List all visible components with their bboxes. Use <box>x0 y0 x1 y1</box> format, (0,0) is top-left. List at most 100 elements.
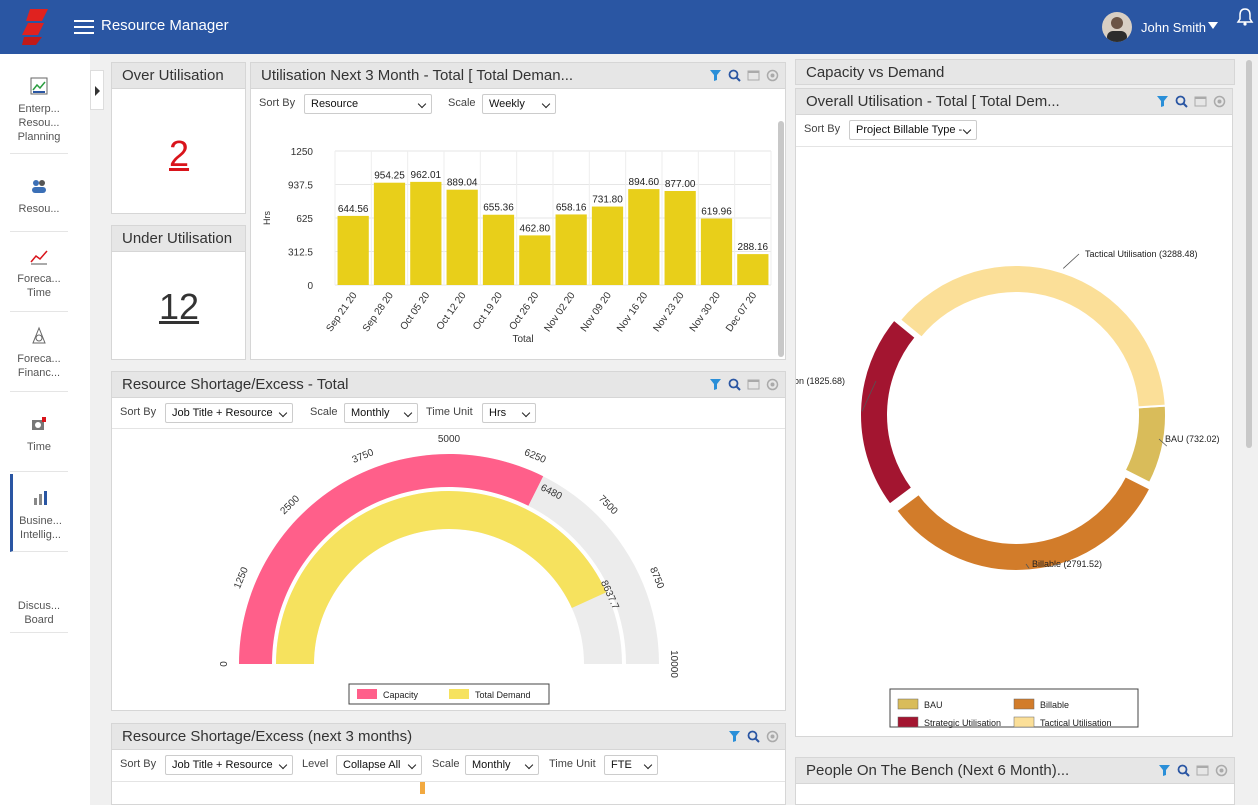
user-menu-caret-icon[interactable] <box>1208 22 1218 29</box>
forecast-time-icon <box>30 250 48 265</box>
people-on-bench-panel: People On The Bench (Next 6 Month)... <box>795 757 1235 805</box>
overall-utilisation-panel: Overall Utilisation - Total [ Total Dem.… <box>795 88 1233 737</box>
time-icon <box>32 417 46 430</box>
sidebar-item-business-intelligence[interactable]: Busine... Intellig... <box>10 474 68 552</box>
sidebar-item-enterprise-planning[interactable]: Enterp... Resou... Planning <box>10 76 68 154</box>
sidebar-item-discussion-board[interactable]: Discus... Board <box>10 599 68 633</box>
sidebar-collapse-toggle[interactable] <box>90 70 104 110</box>
gauge-tick-label: 10000 <box>668 650 679 678</box>
bar <box>555 214 587 285</box>
settings-icon[interactable] <box>766 378 779 391</box>
legend-swatch <box>897 716 919 728</box>
avatar[interactable] <box>1102 12 1132 42</box>
user-name[interactable]: John Smith <box>1141 20 1207 35</box>
panel-header: Resource Shortage/Excess - Total <box>112 372 785 398</box>
x-tick-label: Oct 26 20 <box>507 290 541 332</box>
scale-select[interactable]: Weekly <box>482 94 556 114</box>
sort-by-select[interactable]: Job Title + Resource <box>165 403 293 423</box>
slice-leader-line <box>1062 253 1080 269</box>
panel-header: People On The Bench (Next 6 Month)... <box>796 758 1234 784</box>
settings-icon[interactable] <box>766 69 779 82</box>
scale-label: Scale <box>432 758 460 770</box>
sidebar-item-forecast-time[interactable]: Foreca... Time <box>10 246 68 312</box>
gauge-capacity-arc <box>239 453 544 664</box>
app-title: Resource Manager <box>101 17 229 34</box>
panel-title: People On The Bench (Next 6 Month)... <box>806 762 1070 779</box>
sidebar-item-time[interactable]: Time <box>10 414 68 472</box>
window-icon[interactable] <box>747 378 760 391</box>
slice-leader-line <box>1158 438 1168 447</box>
panel-toolbar <box>1158 764 1228 777</box>
sort-by-select[interactable]: Project Billable Type - <box>849 120 977 140</box>
filter-icon[interactable] <box>1156 95 1169 108</box>
sort-by-select[interactable]: Job Title + Resource <box>165 755 293 775</box>
business-intelligence-icon <box>33 491 47 505</box>
settings-icon[interactable] <box>1213 95 1226 108</box>
under-utilisation-value[interactable]: 12 <box>159 286 200 327</box>
panel-toolbar <box>728 730 779 743</box>
strategic-utilisation-slice <box>859 318 918 507</box>
window-icon[interactable] <box>1194 95 1207 108</box>
sidebar-item-resources[interactable]: Resou... <box>10 176 68 232</box>
search-icon[interactable] <box>728 378 741 391</box>
divider <box>796 146 1232 147</box>
bar <box>410 181 442 285</box>
panel-toolbar <box>709 69 779 82</box>
search-icon[interactable] <box>1175 95 1188 108</box>
slice-leader-line <box>1025 563 1030 569</box>
under-utilisation-panel: Under Utilisation 12 <box>111 225 246 360</box>
legend-label: Strategic Utilisation <box>924 718 1001 728</box>
panel-toolbar <box>709 378 779 391</box>
panel-title: Overall Utilisation - Total [ Total Dem.… <box>806 93 1060 110</box>
filter-icon[interactable] <box>728 730 741 743</box>
sidebar-item-forecast-finance[interactable]: Foreca... Financ... <box>10 326 68 392</box>
time-unit-select[interactable]: Hrs <box>482 403 536 423</box>
sort-by-select[interactable]: Resource <box>304 94 432 114</box>
overall-utilisation-donut-chart: BAU (732.02) Billable (2791.52) on (1825.6… <box>796 249 1220 728</box>
bar <box>337 215 369 285</box>
bell-icon[interactable] <box>1236 8 1254 26</box>
search-icon[interactable] <box>747 730 760 743</box>
filter-icon[interactable] <box>1158 764 1171 777</box>
over-utilisation-value[interactable]: 2 <box>169 133 190 174</box>
bau-slice <box>1123 404 1167 485</box>
slice-label: BAU (732.02) <box>1165 434 1220 444</box>
window-icon[interactable] <box>747 69 760 82</box>
resource-shortage-panel: Resource Shortage/Excess - Total Sort By… <box>111 371 786 711</box>
scale-select[interactable]: Monthly <box>465 755 539 775</box>
bar <box>664 190 696 285</box>
sidebar-item-label: Enterp... Resou... Planning <box>17 103 61 143</box>
window-icon[interactable] <box>1196 764 1209 777</box>
bar <box>482 214 515 285</box>
y-tick-label: 1250 <box>291 147 314 158</box>
search-icon[interactable] <box>1177 764 1190 777</box>
legend-label: Capacity <box>383 690 419 700</box>
panel-header: Utilisation Next 3 Month - Total [ Total… <box>251 63 785 89</box>
menu-icon[interactable] <box>74 17 94 35</box>
search-icon[interactable] <box>728 69 741 82</box>
bar-value-label: 655.36 <box>483 203 514 214</box>
y-tick-label: 0 <box>307 281 313 292</box>
page-scrollbar[interactable] <box>1246 60 1252 448</box>
filter-icon[interactable] <box>709 69 722 82</box>
gauge-tick-label: 1250 <box>232 565 251 590</box>
bar-value-label: 962.01 <box>411 170 442 181</box>
app-logo[interactable] <box>22 9 50 45</box>
y-tick-label: 312.5 <box>288 248 313 259</box>
sidebar: Enterp... Resou... Planning Resou... For… <box>0 54 90 805</box>
bar-value-label: 619.96 <box>701 207 732 218</box>
legend-swatch <box>357 689 377 699</box>
time-unit-select[interactable]: FTE <box>604 755 658 775</box>
level-select[interactable]: Collapse All <box>336 755 422 775</box>
panel-scrollbar[interactable] <box>778 121 784 357</box>
settings-icon[interactable] <box>766 730 779 743</box>
legend-swatch <box>897 698 919 710</box>
bar <box>737 254 769 285</box>
legend-label: Total Demand <box>475 690 531 700</box>
panel-title: Resource Shortage/Excess (next 3 months) <box>122 728 413 745</box>
x-tick-label: Oct 05 20 <box>398 290 432 332</box>
scale-select[interactable]: Monthly <box>344 403 418 423</box>
settings-icon[interactable] <box>1215 764 1228 777</box>
filter-icon[interactable] <box>709 378 722 391</box>
gauge-tick-label: 8750 <box>647 566 666 591</box>
